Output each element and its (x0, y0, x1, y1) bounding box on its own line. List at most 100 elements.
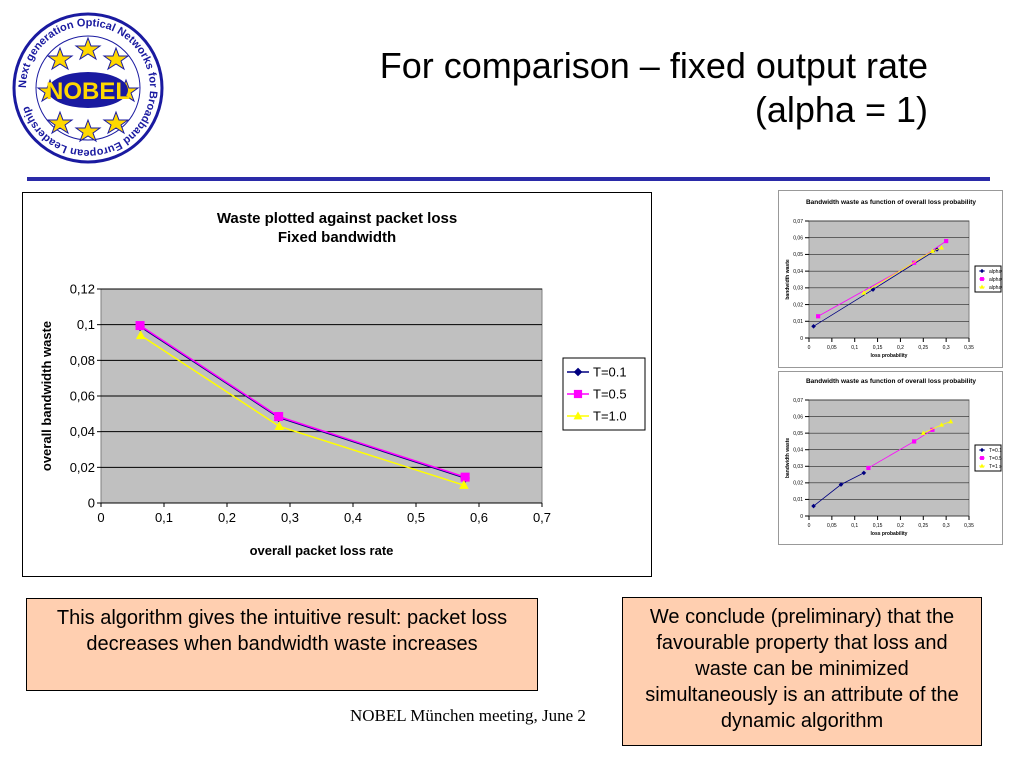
title-divider (27, 177, 990, 181)
y-tick-label: 0,02 (70, 460, 95, 475)
y-tick-label: 0,01 (793, 497, 803, 503)
x-tick-label: 0,1 (155, 510, 173, 525)
legend-label: T=1.0 (593, 409, 627, 424)
y-tick-label: 0,01 (793, 319, 803, 325)
x-tick-label: 0 (808, 345, 811, 351)
y-tick-label: 0,04 (793, 269, 803, 275)
data-point-series-1 (811, 503, 816, 509)
plot-area (808, 399, 970, 517)
legend-label: T=0.1 (593, 365, 627, 380)
x-tick-label: 0,3 (943, 523, 950, 529)
main-chart: Waste plotted against packet loss Fixed b… (39, 210, 646, 558)
conclusion-box-right: We conclude (preliminary) that the favou… (622, 597, 982, 746)
title-line-1: For comparison – fixed output rate (379, 45, 928, 86)
x-tick-label: 0,05 (827, 523, 837, 529)
chart-title: Bandwidth waste as function of overall l… (806, 199, 976, 206)
legend-marker (573, 367, 583, 377)
slide-title: For comparison – fixed output rate (alph… (328, 44, 928, 132)
y-tick-label: 0,08 (70, 353, 95, 368)
legend-marker (979, 463, 985, 468)
y-tick-label: 0,04 (70, 424, 95, 439)
legend-marker (980, 456, 984, 460)
data-point-series-3 (920, 430, 926, 435)
legend-label: alpha=0.5 (989, 277, 1002, 283)
mini-chart-alpha: Bandwidth waste as function of overall l… (785, 199, 1011, 359)
y-tick-label: 0,06 (793, 235, 803, 241)
x-tick-label: 0,35 (964, 523, 974, 529)
x-tick-label: 0,25 (918, 523, 928, 529)
data-point-series-3 (459, 480, 469, 489)
x-tick-label: 0,7 (533, 510, 551, 525)
x-tick-label: 0,35 (964, 345, 974, 351)
x-tick-label: 0,2 (897, 523, 904, 529)
legend-marker (573, 411, 583, 420)
nobel-logo: Next generation Optical Networks for Bro… (8, 8, 168, 168)
y-tick-label: 0,07 (793, 219, 803, 225)
y-tick-label: 0,05 (793, 431, 803, 437)
y-axis-label: bandwidth waste (785, 438, 791, 479)
x-tick-label: 0,6 (470, 510, 488, 525)
y-tick-label: 0,02 (793, 481, 803, 487)
nobel-logo-graphic: Next generation Optical Networks for Bro… (12, 12, 164, 164)
data-point-series-2 (274, 412, 284, 422)
legend-marker (573, 389, 583, 399)
y-tick-label: 0 (800, 514, 803, 520)
x-axis-label: overall packet loss rate (250, 543, 394, 558)
y-tick-label: 0,06 (70, 389, 95, 404)
x-tick-label: 0,05 (827, 345, 837, 351)
y-tick-label: 0 (88, 496, 95, 511)
x-tick-label: 0,4 (344, 510, 362, 525)
x-tick-label: 0,3 (943, 345, 950, 351)
data-point-series-3 (861, 290, 867, 295)
legend-label: T=0.1 sec (989, 448, 1002, 454)
data-point-series-1 (870, 287, 876, 292)
legend-marker (979, 284, 985, 289)
chart-title: Waste plotted against packet loss (217, 210, 457, 227)
x-tick-label: 0,1 (851, 523, 858, 529)
data-point-series-1 (861, 470, 867, 476)
data-point-series-3 (939, 245, 945, 250)
y-tick-label: 0,12 (70, 282, 95, 297)
y-tick-label: 0,03 (793, 286, 803, 292)
legend-marker (980, 277, 984, 281)
y-axis-label: overall bandwidth waste (39, 321, 54, 471)
logo-stars (36, 36, 140, 143)
y-tick-label: 0,03 (793, 464, 803, 470)
x-tick-label: 0,2 (897, 345, 904, 351)
x-tick-label: 0,1 (851, 345, 858, 351)
y-tick-label: 0,06 (793, 414, 803, 420)
data-point-series-3 (948, 418, 954, 424)
y-tick-label: 0,1 (77, 317, 95, 332)
x-axis-label: loss probability (871, 353, 908, 359)
data-point-series-2 (912, 439, 917, 444)
x-tick-label: 0 (97, 510, 104, 525)
y-tick-label: 0,04 (793, 447, 803, 453)
x-tick-label: 0,2 (218, 510, 236, 525)
y-tick-label: 0 (800, 336, 803, 342)
data-point-series-1 (838, 482, 844, 487)
logo-text: NOBEL (46, 78, 130, 105)
mini-chart-t: Bandwidth waste as function of overall l… (785, 378, 1012, 537)
title-line-2: (alpha = 1) (754, 89, 928, 130)
x-axis-label: loss probability (871, 531, 908, 537)
main-chart-panel: Waste plotted against packet loss Fixed b… (22, 192, 652, 577)
x-tick-label: 0,15 (873, 345, 883, 351)
x-tick-label: 0,15 (873, 523, 883, 529)
data-point-series-3 (929, 248, 935, 253)
data-point-series-3 (135, 330, 146, 340)
data-point-series-1 (811, 323, 816, 329)
x-tick-label: 0,25 (918, 345, 928, 351)
y-tick-label: 0,05 (793, 252, 803, 258)
y-axis-label: bandwidth waste (785, 259, 791, 300)
x-tick-label: 0 (808, 523, 811, 529)
footer-text: NOBEL München meeting, June 2 (350, 706, 586, 725)
legend-label: T=0.5 (593, 387, 627, 402)
legend-marker (979, 268, 985, 274)
legend-label: alpha=0.8 (989, 285, 1002, 291)
data-point-series-2 (866, 465, 871, 471)
data-point-series-2 (944, 238, 949, 244)
x-tick-label: 0,3 (281, 510, 299, 525)
data-point-series-3 (274, 421, 285, 431)
mini-chart-1-panel: Bandwidth waste as function of overall l… (778, 190, 1011, 368)
data-point-series-2 (135, 321, 145, 331)
